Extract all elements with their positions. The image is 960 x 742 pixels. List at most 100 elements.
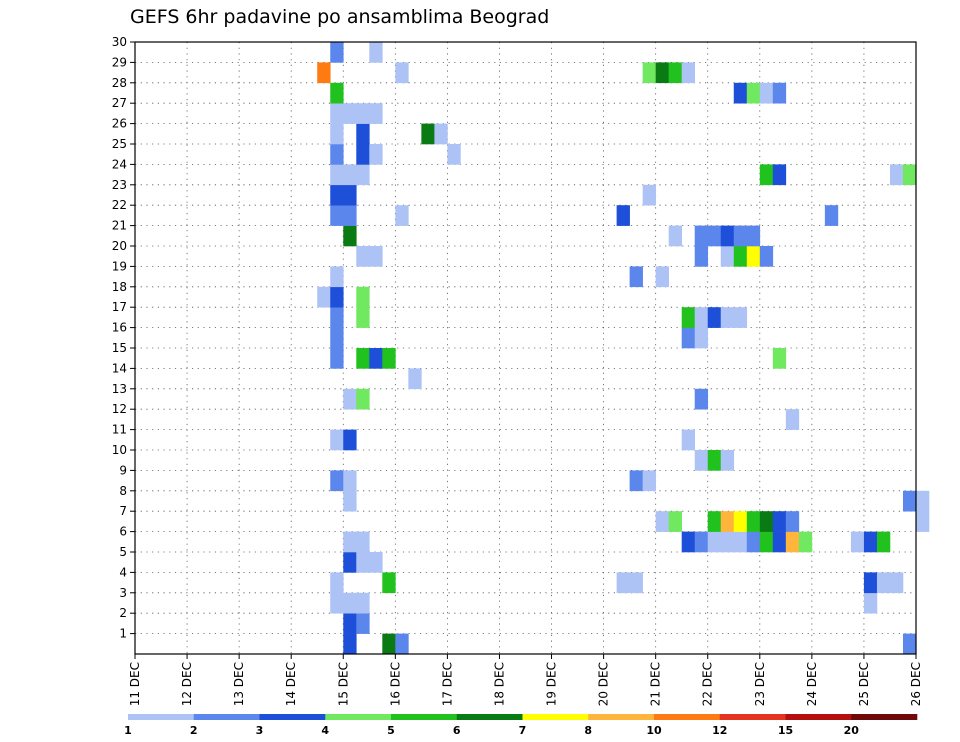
y-tick-label: 21	[112, 219, 127, 233]
precip-cell	[356, 103, 370, 124]
x-tick-label: 22 DEC	[701, 662, 715, 706]
precip-cell	[629, 572, 643, 594]
precip-cell	[330, 327, 344, 349]
precip-cell	[343, 164, 357, 186]
x-tick-label: 16 DEC	[388, 662, 402, 706]
precip-cell	[916, 511, 930, 532]
precip-cell	[707, 531, 722, 553]
y-tick-label: 10	[112, 443, 127, 457]
y-tick-label: 20	[112, 239, 127, 253]
precip-cell	[707, 511, 722, 532]
precip-cell	[772, 348, 787, 369]
colorbar-segment	[588, 714, 655, 720]
x-tick-label: 14 DEC	[284, 662, 298, 706]
precip-cell	[746, 531, 761, 553]
colorbar-segment	[719, 714, 786, 720]
precip-cell	[343, 592, 357, 614]
precip-cell	[733, 225, 748, 247]
colorbar-segment	[259, 714, 326, 720]
precip-cell	[343, 531, 357, 553]
precip-cell	[876, 531, 891, 553]
y-tick-label: 26	[112, 117, 127, 131]
colorbar-segment	[522, 714, 589, 720]
x-tick-label: 23 DEC	[753, 662, 767, 706]
grid-lines	[135, 42, 916, 654]
precip-cell	[694, 450, 709, 471]
precip-cell	[356, 307, 370, 328]
precip-cell	[720, 225, 735, 247]
precip-cell	[343, 552, 357, 573]
precip-cell	[356, 123, 370, 145]
precip-cell	[681, 307, 696, 328]
precip-cell	[902, 633, 917, 655]
colorbar-segment	[785, 714, 852, 720]
precip-cell	[720, 511, 735, 532]
precip-cell	[694, 388, 709, 410]
colorbar-label: 7	[519, 724, 527, 737]
precip-cell	[395, 633, 409, 655]
precip-cell	[733, 307, 748, 328]
precip-cell	[785, 511, 800, 532]
precip-cell	[720, 450, 735, 471]
colorbar-legend: 1 2 3 4 5 6 7 8 10 12 15 20	[124, 714, 918, 737]
precip-cell	[343, 490, 357, 512]
precip-cell	[382, 633, 396, 655]
precip-cell	[356, 531, 370, 553]
x-tick-label: 25 DEC	[857, 662, 871, 706]
precip-cell	[642, 62, 656, 84]
precip-cell	[785, 409, 800, 430]
y-tick-label: 23	[112, 178, 127, 192]
precip-cell	[681, 531, 696, 553]
precip-cell	[356, 144, 370, 165]
precip-cell	[681, 429, 696, 451]
precip-cell	[733, 511, 748, 532]
chart-title: GEFS 6hr padavine po ansamblima Beograd	[130, 6, 550, 28]
precip-cell	[330, 164, 344, 186]
precip-cell	[902, 164, 917, 186]
precip-cell	[369, 144, 383, 165]
precip-cell	[707, 450, 722, 471]
precip-cell	[395, 62, 409, 84]
colorbar-segment	[325, 714, 392, 720]
precip-cell	[889, 572, 904, 594]
y-tick-label: 15	[112, 341, 127, 355]
y-tick-label: 19	[112, 259, 127, 273]
precip-cell	[668, 62, 682, 84]
precip-cell	[668, 225, 682, 247]
y-tick-label: 5	[119, 545, 127, 559]
precip-cell	[356, 164, 370, 186]
precip-cell	[330, 470, 344, 492]
precip-cell	[369, 42, 383, 63]
y-tick-label: 14	[112, 361, 127, 375]
y-tick-label: 28	[112, 76, 127, 90]
y-tick-label: 27	[112, 96, 127, 110]
precip-cell	[616, 205, 630, 226]
colorbar-segment	[391, 714, 458, 720]
precip-cell	[343, 388, 357, 410]
precip-cell	[655, 511, 669, 532]
x-tick-label: 21 DEC	[649, 662, 663, 706]
y-tick-label: 30	[112, 35, 127, 49]
colorbar-label: 4	[321, 724, 329, 737]
precip-cell	[317, 286, 331, 308]
precip-cell	[616, 572, 630, 594]
y-tick-label: 2	[119, 606, 127, 620]
precip-cell	[746, 511, 761, 532]
precip-cell	[681, 327, 696, 349]
precip-cell	[720, 246, 735, 267]
y-tick-label: 22	[112, 198, 127, 212]
precip-cell	[707, 225, 722, 247]
precip-cell	[759, 246, 774, 267]
precip-cell	[694, 327, 709, 349]
colorbar-label: 2	[190, 724, 198, 737]
colorbar-label: 12	[712, 724, 727, 737]
x-tick-label: 11 DEC	[128, 662, 142, 706]
precip-cell	[317, 62, 331, 84]
precip-cell	[343, 103, 357, 124]
precip-cell	[850, 531, 865, 553]
precip-cell	[356, 592, 370, 614]
precip-cell	[863, 592, 878, 614]
y-axis: 1234567891011121314151617181920212223242…	[112, 35, 135, 641]
colorbar-label: 20	[844, 724, 860, 737]
precip-cell	[655, 62, 669, 84]
